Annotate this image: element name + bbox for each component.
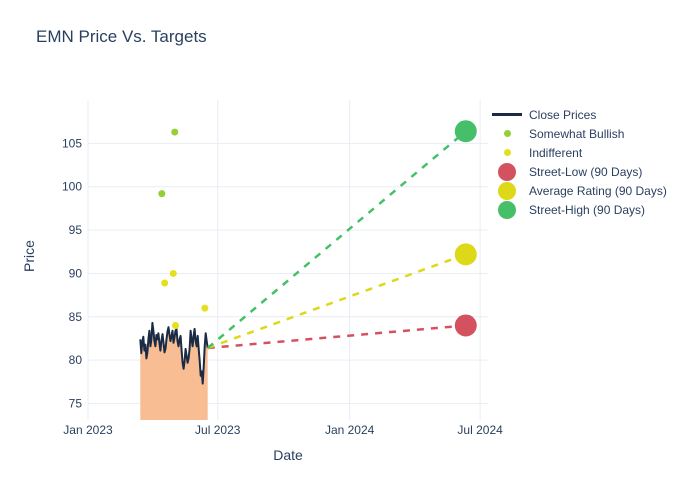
indifferent-dot-icon — [489, 149, 525, 156]
street-low-target-marker — [454, 314, 477, 337]
x-tick-label: Jul 2023 — [195, 423, 241, 437]
close-prices-line-icon — [489, 113, 525, 116]
y-tick-label: 105 — [62, 136, 82, 150]
legend-label: Street-High (90 Days) — [529, 202, 646, 217]
somewhat-bullish-dot-icon — [489, 130, 525, 137]
y-tick-label: 85 — [69, 310, 83, 324]
indifferent-rating-dot — [161, 279, 169, 287]
y-tick-label: 100 — [62, 180, 82, 194]
y-tick-label: 75 — [69, 397, 83, 411]
indifferent-rating-dot — [171, 321, 179, 329]
x-tick-label: Jul 2024 — [457, 423, 503, 437]
average-rating-target-line — [207, 253, 467, 350]
legend-label: Indifferent — [529, 145, 583, 160]
y-tick-label: 90 — [69, 266, 83, 280]
legend-label: Close Prices — [529, 107, 597, 122]
legend-label: Average Rating (90 Days) — [529, 183, 667, 198]
x-tick-label: Jan 2023 — [63, 423, 113, 437]
somewhat-bullish-rating-dot — [171, 128, 179, 136]
legend-label: Street-Low (90 Days) — [529, 164, 643, 179]
indifferent-rating-dot — [169, 269, 177, 277]
legend-item-indifferent[interactable]: Indifferent — [489, 143, 667, 162]
y-axis-title: Price — [21, 240, 37, 272]
street-low-marker-icon — [489, 162, 525, 181]
street-high-target-marker — [454, 120, 477, 143]
x-axis-title: Date — [273, 447, 303, 463]
chart-legend: Close Prices Somewhat Bullish Indifferen… — [489, 105, 667, 219]
average-rating-marker-icon — [489, 181, 525, 200]
legend-item-somewhat-bullish[interactable]: Somewhat Bullish — [489, 124, 667, 143]
legend-label: Somewhat Bullish — [529, 126, 625, 141]
somewhat-bullish-rating-dot — [158, 190, 166, 198]
legend-item-close-prices[interactable]: Close Prices — [489, 105, 667, 124]
close-price-line — [139, 321, 209, 385]
legend-item-average-rating[interactable]: Average Rating (90 Days) — [489, 181, 667, 200]
street-low-target-line — [207, 324, 466, 350]
indifferent-rating-dot — [201, 304, 209, 312]
street-high-marker-icon — [489, 200, 525, 219]
x-tick-label: Jan 2024 — [325, 423, 375, 437]
average-rating-target-marker — [454, 243, 477, 266]
legend-item-street-low[interactable]: Street-Low (90 Days) — [489, 162, 667, 181]
y-tick-label: 80 — [69, 353, 83, 367]
legend-item-street-high[interactable]: Street-High (90 Days) — [489, 200, 667, 219]
chart-title: EMN Price Vs. Targets — [36, 27, 207, 46]
y-tick-label: 95 — [69, 223, 83, 237]
street-high-target-line — [206, 130, 467, 349]
close-price-area — [140, 322, 208, 420]
